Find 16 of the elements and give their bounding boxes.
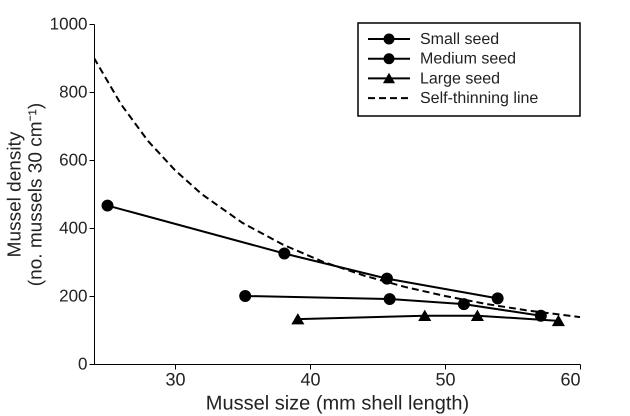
x-tick-label: 50: [435, 370, 456, 390]
y-tick-label: 800: [59, 82, 88, 102]
legend-label: Large seed: [420, 70, 500, 88]
x-tick-label: 40: [300, 370, 321, 390]
y-tick-label: 600: [59, 150, 88, 170]
x-tick-label: 30: [165, 370, 186, 390]
y-axis-title: Mussel density (no. mussels 30 cm⁻¹): [4, 102, 47, 286]
y-tick-label: 0: [78, 354, 88, 374]
legend-label: Self-thinning line: [420, 90, 538, 108]
y-tick-label: 1000: [50, 14, 88, 34]
x-axis-title: Mussel size (mm shell length): [206, 392, 470, 414]
y-tick-label: 200: [59, 286, 88, 306]
legend-label: Small seed: [420, 31, 500, 48]
x-tick-label: 60: [560, 370, 580, 390]
y-tick-label: 400: [59, 218, 88, 238]
legend-label: Medium seed: [420, 50, 516, 68]
